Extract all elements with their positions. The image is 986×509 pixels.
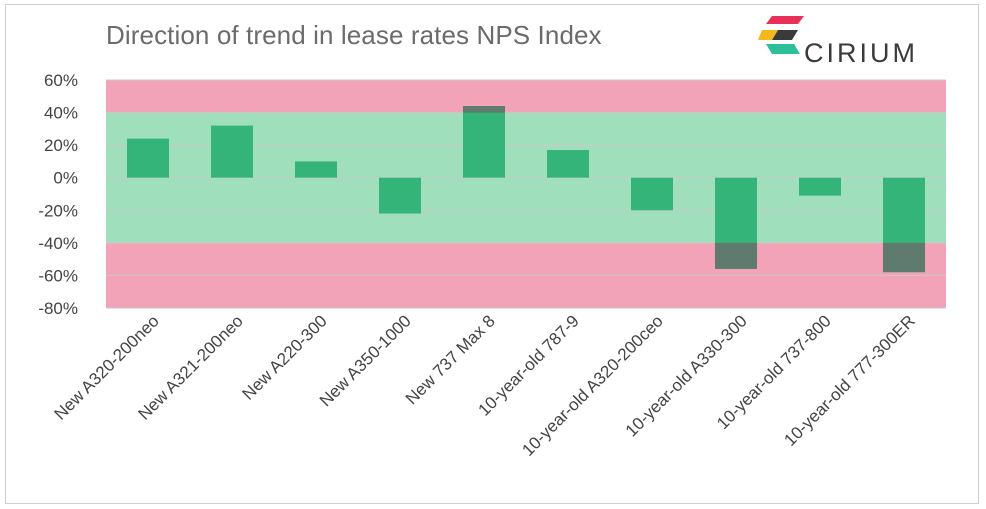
bar-overflow — [463, 106, 505, 113]
bar — [463, 106, 505, 178]
y-tick-label: 20% — [44, 136, 78, 155]
y-tick-label: -20% — [38, 201, 78, 220]
band-0 — [106, 80, 946, 113]
bar — [547, 150, 589, 178]
bar — [631, 177, 673, 211]
bar-overflow — [883, 242, 925, 273]
bar-overflow — [715, 242, 757, 269]
cirium-logo: CIRIUM — [758, 12, 948, 72]
x-tick-label: New 737 Max 8 — [402, 311, 499, 408]
y-tick-label: 0% — [53, 169, 78, 188]
x-tick-label: New A350-1000 — [316, 311, 415, 410]
y-tick-label: 60% — [44, 71, 78, 90]
x-tick-label: New A220-300 — [239, 311, 331, 403]
bar — [127, 138, 169, 178]
y-tick-label: -60% — [38, 266, 78, 285]
bar — [295, 161, 337, 178]
y-tick-label: -80% — [38, 299, 78, 318]
x-tick-label: 10-year-old A320-200ceo — [518, 311, 666, 459]
bar — [211, 125, 253, 178]
chart-title: Direction of trend in lease rates NPS In… — [106, 20, 602, 50]
bar — [799, 177, 841, 196]
y-tick-label: 40% — [44, 104, 78, 123]
cirium-logo-mark-icon — [758, 16, 804, 54]
bar — [379, 177, 421, 214]
y-tick-label: -40% — [38, 234, 78, 253]
brand-name: CIRIUM — [804, 38, 918, 68]
